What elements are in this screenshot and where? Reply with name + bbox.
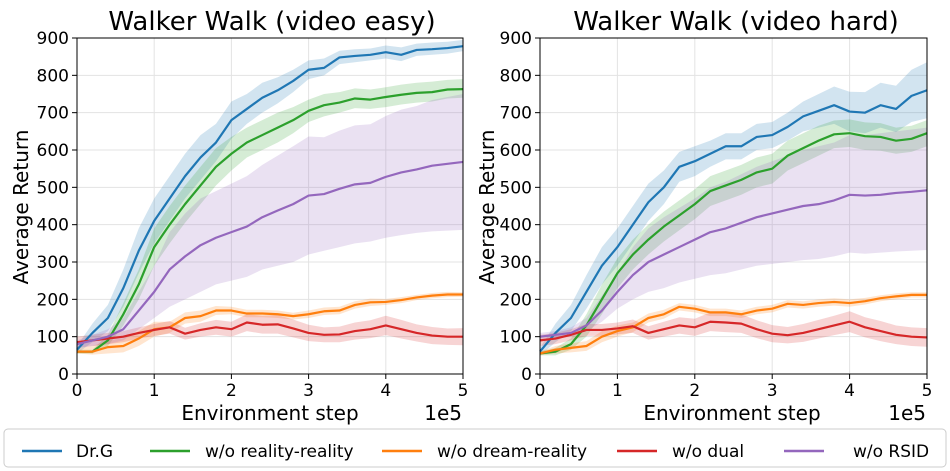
chart-video-hard: Walker Walk (video hard) 0 1 2 3 4 5 0 100 200 30… bbox=[475, 7, 932, 425]
legend-label: w/o dual bbox=[672, 442, 744, 462]
series-line-w-o-dream-reality bbox=[77, 293, 463, 353]
y-tick-label: 800 bbox=[37, 66, 69, 86]
x-tick-label: 2 bbox=[689, 381, 700, 401]
legend-item-wo-dual: w/o dual bbox=[617, 442, 744, 462]
y-tick-label: 100 bbox=[500, 328, 532, 348]
y-tick-label: 0 bbox=[521, 365, 532, 385]
series-line-w-o-dual bbox=[539, 320, 928, 342]
x-tick-label: 5 bbox=[922, 381, 933, 401]
y-axis-label: Average Return bbox=[9, 130, 33, 285]
legend: Dr.G w/o reality-reality w/o dream-reali… bbox=[3, 428, 947, 468]
plot-frame bbox=[539, 37, 928, 375]
y-tick-label: 400 bbox=[500, 216, 532, 236]
x-offset-label: 1e5 bbox=[888, 401, 926, 425]
chart-title: Walker Walk (video hard) bbox=[573, 7, 899, 37]
series-lines bbox=[76, 45, 464, 353]
legend-label: w/o dream-reality bbox=[437, 442, 587, 462]
legend-item-wo-reality-reality: w/o reality-reality bbox=[150, 442, 354, 462]
y-tick-label: 800 bbox=[500, 66, 532, 86]
y-axis-label: Average Return bbox=[475, 130, 499, 285]
x-tick-label: 0 bbox=[535, 381, 546, 401]
x-axis-label: Environment step bbox=[181, 401, 358, 425]
series-line-w-o-reality-reality bbox=[77, 88, 464, 353]
legend-label: Dr.G bbox=[76, 442, 113, 462]
series-line-dr-g bbox=[76, 45, 464, 351]
axis-ticks: 0 1 2 3 4 5 0 100 200 300 400 500 600 700 800 900 bbox=[37, 29, 469, 401]
y-tick-label: 200 bbox=[500, 290, 532, 310]
series-lines bbox=[539, 89, 928, 355]
series-line-w-o-dual bbox=[76, 321, 463, 344]
y-tick-label: 900 bbox=[500, 29, 532, 49]
confidence-bands bbox=[540, 62, 927, 356]
y-tick-label: 700 bbox=[37, 104, 69, 124]
x-tick-label: 1 bbox=[149, 381, 160, 401]
legend-label: w/o RSID bbox=[853, 442, 929, 462]
x-tick-label: 5 bbox=[458, 381, 469, 401]
chart-video-easy: Walker Walk (video easy) 0 1 2 3 4 5 0 100 200 30… bbox=[9, 7, 468, 425]
series-line-dr-g bbox=[539, 89, 928, 353]
series-line-w-o-dream-reality bbox=[539, 293, 927, 355]
x-axis-label: Environment step bbox=[643, 401, 820, 425]
band-w-o-dual bbox=[540, 311, 927, 347]
band-w-o-rsid bbox=[77, 94, 463, 348]
y-tick-label: 100 bbox=[37, 328, 69, 348]
legend-frame bbox=[3, 428, 947, 468]
legend-item-wo-dream-reality: w/o dream-reality bbox=[382, 442, 587, 462]
y-tick-label: 500 bbox=[500, 178, 532, 198]
band-w-o-dream-reality bbox=[540, 292, 927, 356]
band-w-o-dream-reality bbox=[77, 291, 463, 355]
y-tick-label: 900 bbox=[37, 29, 69, 49]
series-line-w-o-rsid bbox=[539, 189, 928, 338]
band-dr-g bbox=[77, 39, 463, 354]
legend-label: w/o reality-reality bbox=[205, 442, 354, 462]
legend-item-drg: Dr.G bbox=[22, 442, 113, 462]
y-tick-label: 700 bbox=[500, 104, 532, 124]
series-line-w-o-reality-reality bbox=[539, 132, 928, 355]
y-tick-label: 200 bbox=[37, 290, 69, 310]
y-tick-label: 600 bbox=[500, 141, 532, 161]
band-w-o-dual bbox=[77, 314, 463, 348]
x-offset-label: 1e5 bbox=[424, 401, 462, 425]
plot-frame bbox=[76, 37, 464, 375]
confidence-bands bbox=[77, 39, 463, 355]
chart-title: Walker Walk (video easy) bbox=[108, 7, 435, 37]
series-line-w-o-rsid bbox=[76, 160, 464, 346]
band-w-o-rsid bbox=[540, 127, 927, 341]
x-tick-label: 2 bbox=[226, 381, 237, 401]
y-tick-label: 600 bbox=[37, 141, 69, 161]
axis-ticks: 0 1 2 3 4 5 0 100 200 300 400 500 600 700 800 900 bbox=[500, 29, 933, 401]
band-dr-g bbox=[540, 62, 927, 356]
x-tick-label: 3 bbox=[303, 381, 314, 401]
x-tick-label: 3 bbox=[767, 381, 778, 401]
y-tick-label: 0 bbox=[58, 365, 69, 385]
x-tick-label: 4 bbox=[380, 381, 391, 401]
y-tick-label: 500 bbox=[37, 178, 69, 198]
y-tick-label: 300 bbox=[37, 253, 69, 273]
x-tick-label: 0 bbox=[72, 381, 83, 401]
x-tick-label: 4 bbox=[844, 381, 855, 401]
y-tick-label: 400 bbox=[37, 216, 69, 236]
y-tick-label: 300 bbox=[500, 253, 532, 273]
x-tick-label: 1 bbox=[612, 381, 623, 401]
legend-item-wo-rsid: w/o RSID bbox=[784, 442, 929, 462]
